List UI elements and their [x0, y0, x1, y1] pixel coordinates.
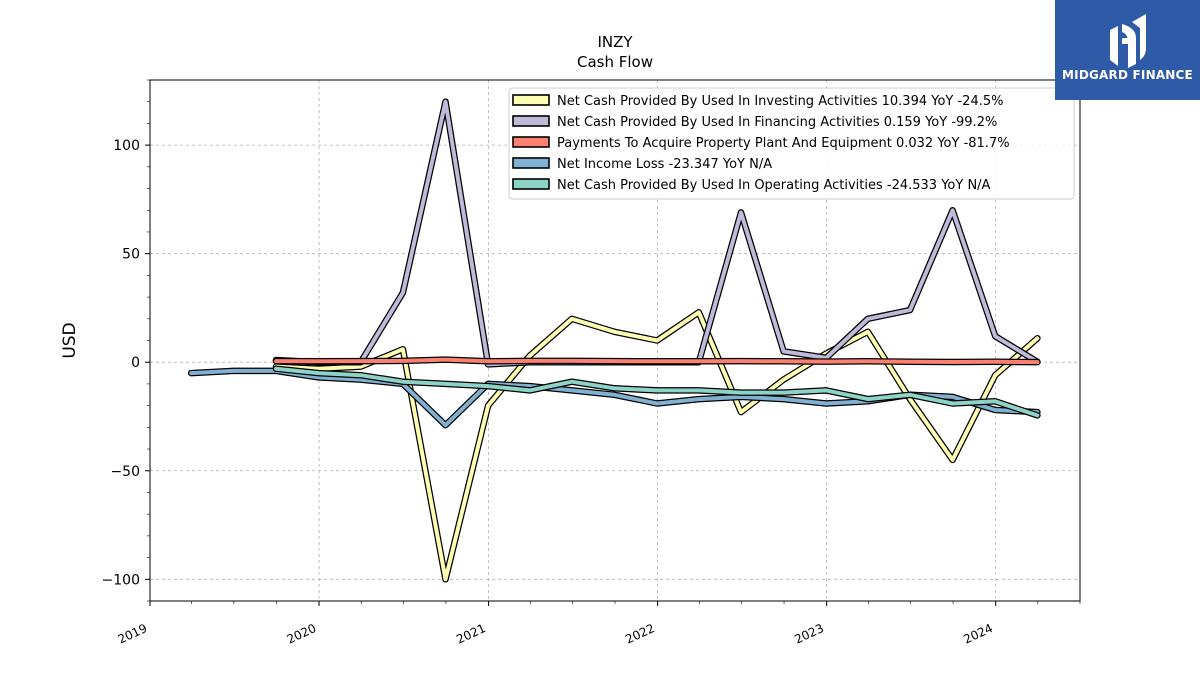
chart-title: INZY [597, 33, 633, 51]
legend-label-4: Net Income Loss -23.347 YoY N/A [557, 157, 772, 172]
y-axis-label: USD [60, 322, 80, 358]
x-tick-label: 2021 [454, 621, 488, 647]
x-tick-label: 2024 [961, 621, 995, 647]
x-tick-label: 2020 [285, 621, 319, 647]
legend-swatch-2 [512, 115, 550, 127]
legend-label-2: Net Cash Provided By Used In Financing A… [557, 115, 997, 130]
y-tick-label: 0 [131, 355, 140, 371]
legend-swatch-3 [512, 136, 550, 148]
midgard-finance-logo: MIDGARD FINANCE [1055, 0, 1200, 100]
logo-text: MIDGARD FINANCE [1062, 68, 1193, 82]
chart-subtitle: Cash Flow [577, 53, 653, 71]
legend-box [508, 87, 1075, 200]
x-tick-label: 2023 [792, 621, 826, 647]
x-tick-label: 2022 [623, 621, 657, 647]
series-5-line [274, 366, 1040, 418]
legend-swatch-4 [512, 157, 550, 169]
legend: Net Cash Provided By Used In Investing A… [508, 87, 1075, 200]
x-tick-label: 2019 [116, 621, 150, 647]
y-tick-label: 50 [122, 247, 140, 263]
series-1-line [274, 310, 1040, 582]
legend-label-5: Net Cash Provided By Used In Operating A… [557, 178, 991, 193]
legend-swatch-5 [512, 178, 550, 190]
legend-label-1: Net Cash Provided By Used In Investing A… [557, 94, 1003, 109]
y-tick-label: −50 [110, 464, 140, 480]
y-tick-label: 100 [113, 138, 140, 154]
y-tick-label: −100 [102, 572, 140, 588]
midgard-logo-icon [1110, 14, 1146, 68]
series-3-line [274, 357, 1040, 365]
legend-label-3: Payments To Acquire Property Plant And E… [557, 136, 1010, 151]
legend-swatch-1 [512, 94, 550, 106]
